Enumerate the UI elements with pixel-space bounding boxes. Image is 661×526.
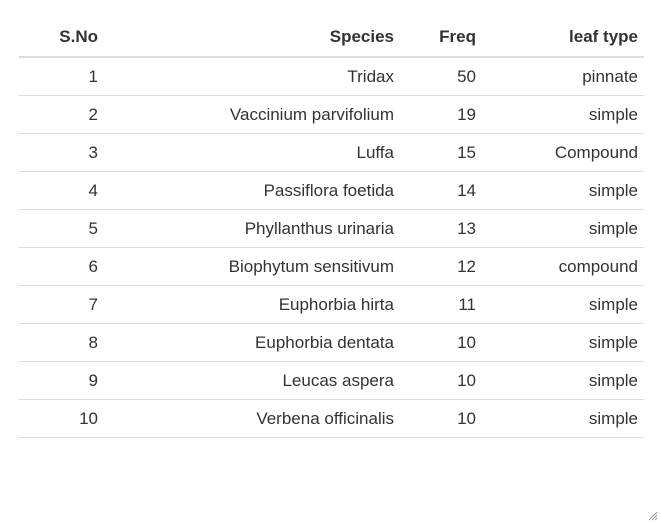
cell-leaf-type: simple <box>482 171 644 210</box>
column-header-species[interactable]: Species <box>104 18 400 58</box>
cell-sno: 9 <box>19 361 104 400</box>
table-row: 9 Leucas aspera 10 simple <box>19 361 644 400</box>
cell-sno: 6 <box>19 247 104 286</box>
species-table-container: S.No Species Freq leaf type 1 Tridax 50 … <box>19 18 644 438</box>
cell-sno: 10 <box>19 399 104 438</box>
table-row: 10 Verbena officinalis 10 simple <box>19 399 644 438</box>
cell-freq: 11 <box>400 285 482 324</box>
cell-sno: 8 <box>19 323 104 362</box>
cell-sno: 7 <box>19 285 104 324</box>
table-row: 2 Vaccinium parvifolium 19 simple <box>19 95 644 134</box>
cell-freq: 14 <box>400 171 482 210</box>
table-row: 8 Euphorbia dentata 10 simple <box>19 323 644 362</box>
cell-species: Biophytum sensitivum <box>104 247 400 286</box>
cell-freq: 10 <box>400 323 482 362</box>
cell-species: Luffa <box>104 133 400 172</box>
cell-freq: 10 <box>400 399 482 438</box>
cell-species: Euphorbia dentata <box>104 323 400 362</box>
resize-grip-icon[interactable] <box>648 508 658 521</box>
species-frequency-table: S.No Species Freq leaf type 1 Tridax 50 … <box>19 18 644 438</box>
cell-leaf-type: pinnate <box>482 57 644 96</box>
cell-sno: 1 <box>19 57 104 96</box>
cell-leaf-type: simple <box>482 209 644 248</box>
cell-freq: 50 <box>400 57 482 96</box>
table-row: 7 Euphorbia hirta 11 simple <box>19 285 644 324</box>
cell-species: Passiflora foetida <box>104 171 400 210</box>
cell-freq: 13 <box>400 209 482 248</box>
cell-leaf-type: simple <box>482 95 644 134</box>
cell-species: Phyllanthus urinaria <box>104 209 400 248</box>
cell-sno: 3 <box>19 133 104 172</box>
table-header-row: S.No Species Freq leaf type <box>19 18 644 58</box>
cell-species: Verbena officinalis <box>104 399 400 438</box>
cell-leaf-type: compound <box>482 247 644 286</box>
table-row: 5 Phyllanthus urinaria 13 simple <box>19 209 644 248</box>
cell-freq: 15 <box>400 133 482 172</box>
cell-sno: 2 <box>19 95 104 134</box>
column-header-sno[interactable]: S.No <box>19 18 104 58</box>
cell-leaf-type: simple <box>482 285 644 324</box>
column-header-freq[interactable]: Freq <box>400 18 482 58</box>
table-row: 3 Luffa 15 Compound <box>19 133 644 172</box>
table-row: 4 Passiflora foetida 14 simple <box>19 171 644 210</box>
cell-sno: 4 <box>19 171 104 210</box>
table-row: 6 Biophytum sensitivum 12 compound <box>19 247 644 286</box>
cell-leaf-type: Compound <box>482 133 644 172</box>
cell-species: Leucas aspera <box>104 361 400 400</box>
cell-freq: 19 <box>400 95 482 134</box>
table-row: 1 Tridax 50 pinnate <box>19 57 644 96</box>
cell-sno: 5 <box>19 209 104 248</box>
cell-freq: 10 <box>400 361 482 400</box>
cell-freq: 12 <box>400 247 482 286</box>
cell-leaf-type: simple <box>482 361 644 400</box>
cell-leaf-type: simple <box>482 399 644 438</box>
cell-species: Vaccinium parvifolium <box>104 95 400 134</box>
cell-species: Euphorbia hirta <box>104 285 400 324</box>
column-header-leaf-type[interactable]: leaf type <box>482 18 644 58</box>
cell-leaf-type: simple <box>482 323 644 362</box>
cell-species: Tridax <box>104 57 400 96</box>
